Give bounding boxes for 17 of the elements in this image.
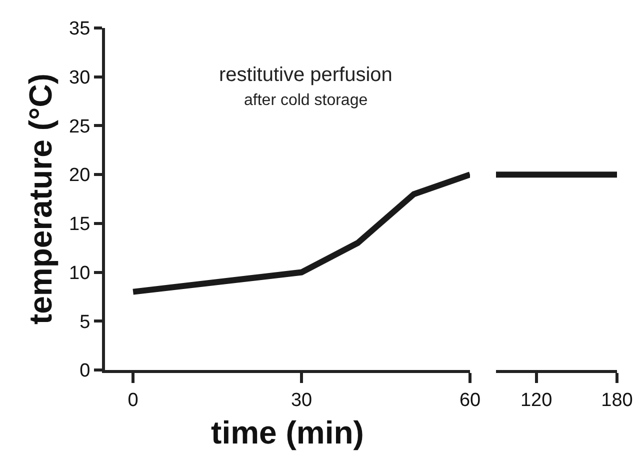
- y-tick-label: 25: [69, 116, 90, 138]
- y-tick-label: 15: [69, 214, 90, 236]
- x-tick-label: 120: [520, 390, 552, 411]
- x-tick-label: 180: [601, 390, 633, 411]
- y-tick-label: 0: [80, 360, 90, 382]
- y-tick-label: 5: [80, 312, 90, 333]
- y-tick-label: 35: [69, 18, 90, 40]
- x-tick-label: 60: [459, 390, 481, 411]
- x-tick-label: 30: [290, 390, 312, 411]
- annotation: after cold storage: [244, 92, 368, 109]
- y-tick-label: 20: [69, 165, 90, 186]
- annotation: restitutive perfusion: [219, 64, 392, 86]
- y-axis-title: temperature (°C): [22, 73, 58, 325]
- x-axis-title: time (min): [211, 414, 364, 451]
- y-tick-label: 30: [69, 68, 90, 89]
- y-tick-label: 10: [69, 262, 90, 284]
- x-tick-label: 0: [128, 390, 138, 411]
